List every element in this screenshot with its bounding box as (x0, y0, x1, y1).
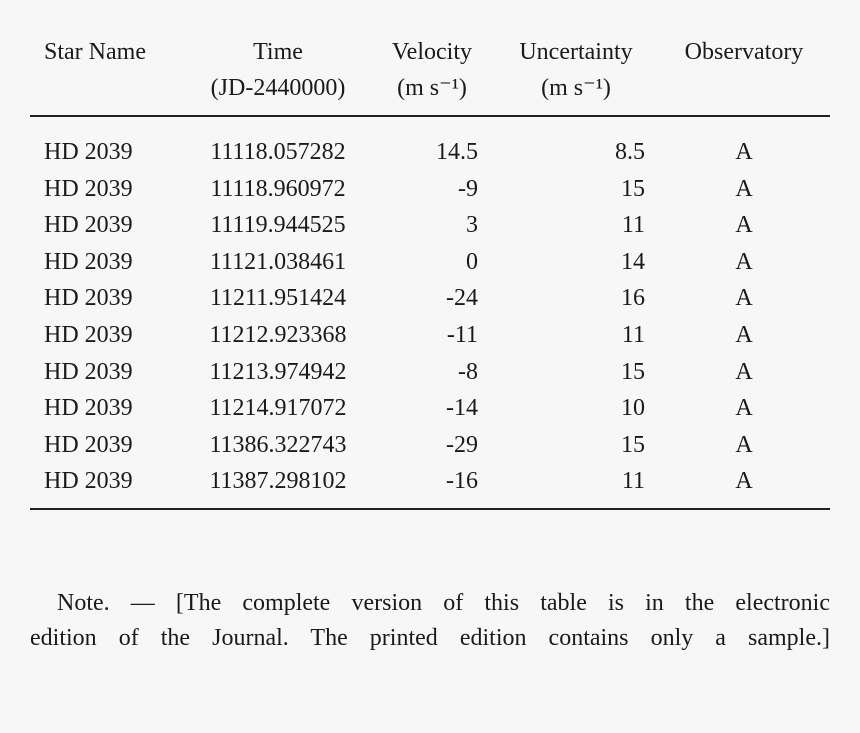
table-cell: 11213.974942 (209, 358, 347, 385)
table-cell: HD 2039 (44, 358, 133, 385)
table-cell: 11212.923368 (209, 322, 347, 348)
table-cell: HD 2039 (44, 248, 133, 275)
header-cell: Uncertainty (519, 39, 633, 65)
table-cell: 11 (621, 322, 645, 348)
table-cell: A (735, 358, 753, 385)
table-cell: 15 (621, 175, 645, 202)
table-cell: 11387.298102 (209, 468, 347, 495)
table-cell: 10 (621, 395, 645, 422)
table-cell: -24 (446, 285, 478, 312)
header-cell: (m s⁻¹) (541, 75, 611, 101)
header-cell: (m s⁻¹) (397, 75, 467, 101)
table-cell: A (735, 395, 753, 422)
table-cell: 11121.038461 (209, 248, 347, 275)
table-cell: 11211.951424 (209, 285, 347, 312)
table-cell: 0 (466, 248, 478, 275)
header-rule (30, 115, 830, 117)
note-line: Note. — [The complete version of this ta… (57, 590, 830, 616)
table-cell: HD 2039 (44, 212, 133, 239)
table-cell: -8 (458, 358, 478, 385)
table-cell: 15 (621, 431, 645, 458)
table-cell: 11 (621, 468, 645, 495)
table-cell: 11 (621, 212, 645, 239)
table-cell: HD 2039 (44, 322, 133, 348)
table-cell: A (735, 248, 753, 275)
header-cell: Time (253, 39, 303, 65)
table-cell: -29 (446, 431, 478, 458)
header-cell: Star Name (44, 39, 146, 65)
table-cell: HD 2039 (44, 395, 133, 422)
table-cell: HD 2039 (44, 431, 133, 458)
table-cell: A (735, 468, 753, 495)
header-cell: (JD-2440000) (210, 75, 346, 101)
table-cell: 11119.944525 (210, 212, 346, 239)
table-cell: 16 (621, 285, 645, 312)
table-cell: 11118.057282 (210, 139, 346, 165)
note-line: edition of the Journal. The printed edit… (30, 625, 830, 651)
table-cell: -16 (446, 468, 478, 495)
table-cell: A (735, 139, 753, 165)
table-cell: A (735, 212, 753, 239)
table-cell: HD 2039 (44, 285, 133, 312)
table-cell: A (735, 285, 753, 312)
header-cell: Velocity (392, 39, 472, 65)
table-cell: 14 (621, 248, 645, 275)
table-cell: -14 (446, 395, 478, 422)
table-cell: 3 (466, 212, 478, 239)
table-cell: 11118.960972 (210, 175, 346, 202)
bottom-rule (30, 508, 830, 510)
table-cell: 11214.917072 (209, 395, 347, 422)
header-cell: Observatory (684, 39, 804, 65)
table-cell: -9 (458, 175, 478, 202)
table-cell: -11 (446, 322, 478, 348)
table-cell: 11386.322743 (209, 431, 347, 458)
table-cell: 14.5 (436, 139, 478, 165)
table-cell: A (735, 431, 753, 458)
table-cell: HD 2039 (44, 175, 133, 202)
table-cell: HD 2039 (44, 468, 133, 495)
table-cell: 15 (621, 358, 645, 385)
table-cell: 8.5 (615, 139, 645, 165)
table-cell: A (735, 322, 753, 348)
table-cell: A (735, 175, 753, 202)
table-cell: HD 2039 (44, 139, 133, 165)
